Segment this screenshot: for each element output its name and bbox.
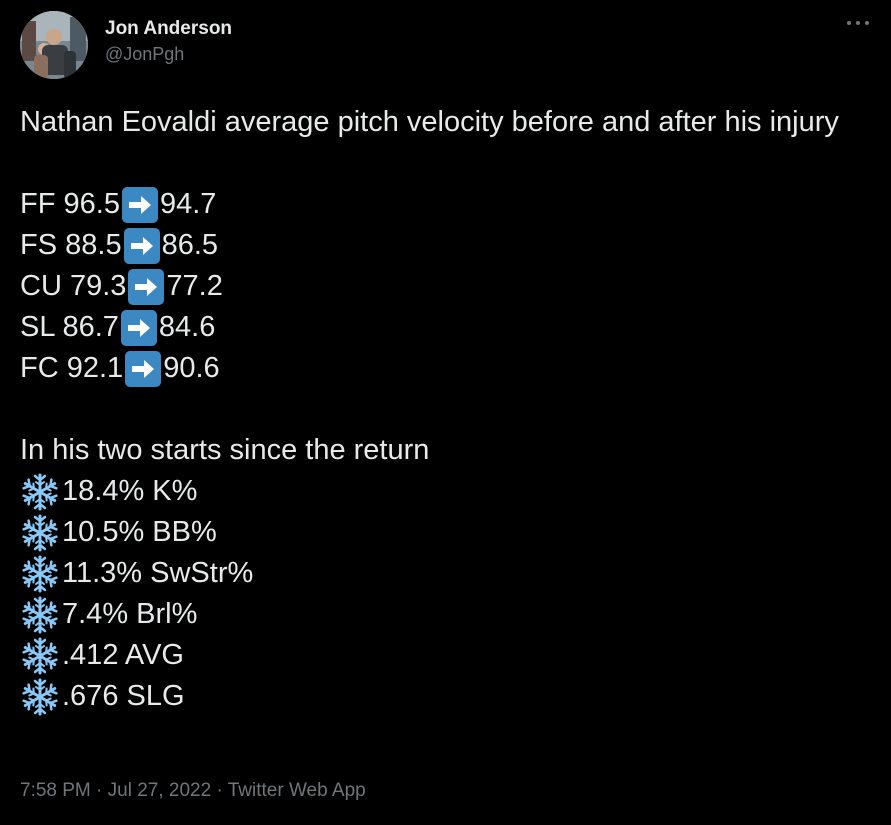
stat-row: 10.5% BB%: [20, 512, 875, 553]
snowflake-emoji-icon: [20, 636, 60, 676]
more-dot-icon: [865, 21, 869, 25]
right-arrow-emoji-icon: [121, 186, 158, 223]
stat-value: 7.4% Brl%: [62, 598, 198, 630]
stat-value: 11.3% SwStr%: [62, 557, 254, 589]
author-display-name[interactable]: Jon Anderson: [105, 18, 233, 39]
pitch-before-velocity: 88.5: [65, 229, 122, 261]
pitch-type: CU: [20, 270, 62, 302]
stat-value: .676 SLG: [62, 680, 185, 712]
pitch-type-and-before: FC 92.1: [20, 348, 123, 389]
snowflake-emoji-icon: [20, 595, 60, 635]
pitch-row: FF 96.5 94.7: [20, 184, 875, 225]
snowflake-emoji-icon: [20, 472, 60, 512]
right-arrow-emoji-icon: [125, 350, 162, 387]
stat-row: .676 SLG: [20, 676, 875, 717]
stat-list: 18.4% K% 10.5% BB% 11.3% SwStr% 7.4% Brl% .4…: [20, 471, 875, 717]
tweet-time[interactable]: 7:58 PM: [20, 780, 91, 801]
blank-line: [20, 143, 875, 184]
tweet-header: Jon Anderson @JonPgh: [20, 11, 232, 81]
pitch-row: FC 92.1 90.6: [20, 348, 875, 389]
stat-row: .412 AVG: [20, 635, 875, 676]
right-arrow-emoji-icon: [128, 268, 165, 305]
tweet-date[interactable]: Jul 27, 2022: [107, 780, 212, 801]
pitch-type-and-before: CU 79.3: [20, 266, 126, 307]
tweet-intro: Nathan Eovaldi average pitch velocity be…: [20, 106, 839, 138]
stat-value: .412 AVG: [62, 639, 184, 671]
more-dot-icon: [847, 21, 851, 25]
pitch-before-velocity: 86.7: [62, 311, 119, 343]
pitch-after-velocity: 77.2: [166, 270, 223, 302]
pitch-type: FF: [20, 188, 56, 220]
snowflake-emoji-icon: [20, 677, 60, 717]
author-names: Jon Anderson @JonPgh: [105, 18, 232, 65]
profile-photo-icon: [20, 11, 88, 79]
pitch-row: SL 86.7 84.6: [20, 307, 875, 348]
pitch-row: FS 88.5 86.5: [20, 225, 875, 266]
pitch-after-velocity: 84.6: [158, 311, 216, 343]
stat-row: 7.4% Brl%: [20, 594, 875, 635]
pitch-type: FS: [20, 229, 58, 261]
pitch-type-and-before: FS 88.5: [20, 225, 122, 266]
pitch-row: CU 79.3 77.2: [20, 266, 875, 307]
more-dot-icon: [856, 21, 860, 25]
footer-separator: ·: [211, 780, 228, 801]
pitch-after-velocity: 86.5: [161, 229, 219, 261]
more-options-button[interactable]: [847, 18, 869, 28]
pitch-type-and-before: SL 86.7: [20, 307, 119, 348]
stat-value: 10.5% BB%: [62, 516, 217, 548]
author-handle[interactable]: @JonPgh: [105, 44, 185, 64]
tweet-footer: 7:58 PM · Jul 27, 2022 · Twitter Web App: [20, 779, 366, 803]
pitch-before-velocity: 79.3: [69, 270, 127, 302]
pitch-after-velocity: 94.7: [159, 188, 217, 220]
stat-row: 18.4% K%: [20, 471, 875, 512]
stat-row: 11.3% SwStr%: [20, 553, 875, 594]
stat-value: 18.4% K%: [62, 475, 198, 507]
pitch-before-velocity: 96.5: [63, 188, 120, 220]
avatar[interactable]: [20, 11, 88, 79]
footer-separator: ·: [90, 780, 108, 801]
right-arrow-emoji-icon: [120, 309, 157, 346]
tweet-text: Nathan Eovaldi average pitch velocity be…: [20, 102, 875, 717]
blank-line: [20, 389, 875, 430]
starts-heading: In his two starts since the return: [20, 434, 430, 466]
pitch-before-velocity: 92.1: [66, 352, 124, 384]
pitch-type: SL: [20, 311, 55, 343]
pitch-velocity-list: FF 96.5 94.7 FS 88.5 86.5 CU 79.3 77.2 SL 86.7…: [20, 184, 875, 389]
pitch-type: FC: [20, 352, 59, 384]
snowflake-emoji-icon: [20, 554, 60, 594]
pitch-after-velocity: 90.6: [163, 352, 220, 384]
right-arrow-emoji-icon: [123, 227, 160, 264]
tweet-source-app[interactable]: Twitter Web App: [227, 780, 366, 801]
snowflake-emoji-icon: [20, 513, 60, 553]
pitch-type-and-before: FF 96.5: [20, 184, 120, 225]
